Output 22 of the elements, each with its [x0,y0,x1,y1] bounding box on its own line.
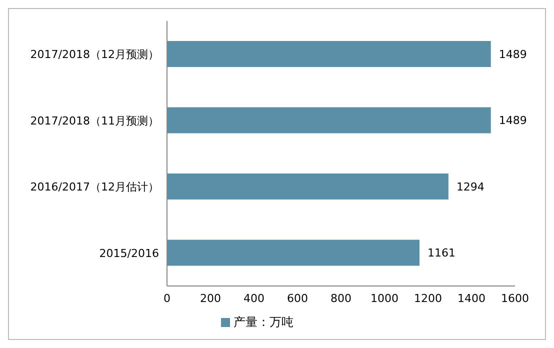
data-label: 1161 [428,246,456,260]
x-tick-label: 600 [287,292,308,305]
x-tick-label: 1600 [501,292,529,305]
bar [167,107,491,134]
data-label: 1489 [498,48,527,61]
y-tick-label: 2016/2017（12月估计） [30,180,159,194]
data-label: 1489 [498,114,527,128]
x-tick-label: 1400 [458,292,486,305]
bar [167,174,448,200]
data-label: 1294 [456,180,484,194]
x-tick-label: 800 [330,292,352,305]
y-tick-label: 2015/2016 [99,246,159,260]
bar [167,240,420,266]
legend-label: 产量：万吨 [234,315,294,329]
y-tick-label: 2017/2018（11月预测） [30,114,159,128]
x-tick-label: 1200 [414,292,442,305]
x-tick-label: 0 [164,292,170,305]
x-tick-label: 200 [200,292,221,305]
y-tick-label: 2017/2018（12月预测） [30,48,159,62]
x-tick-label: 1000 [370,292,398,305]
bar [167,41,491,67]
x-tick-label: 400 [244,292,264,305]
